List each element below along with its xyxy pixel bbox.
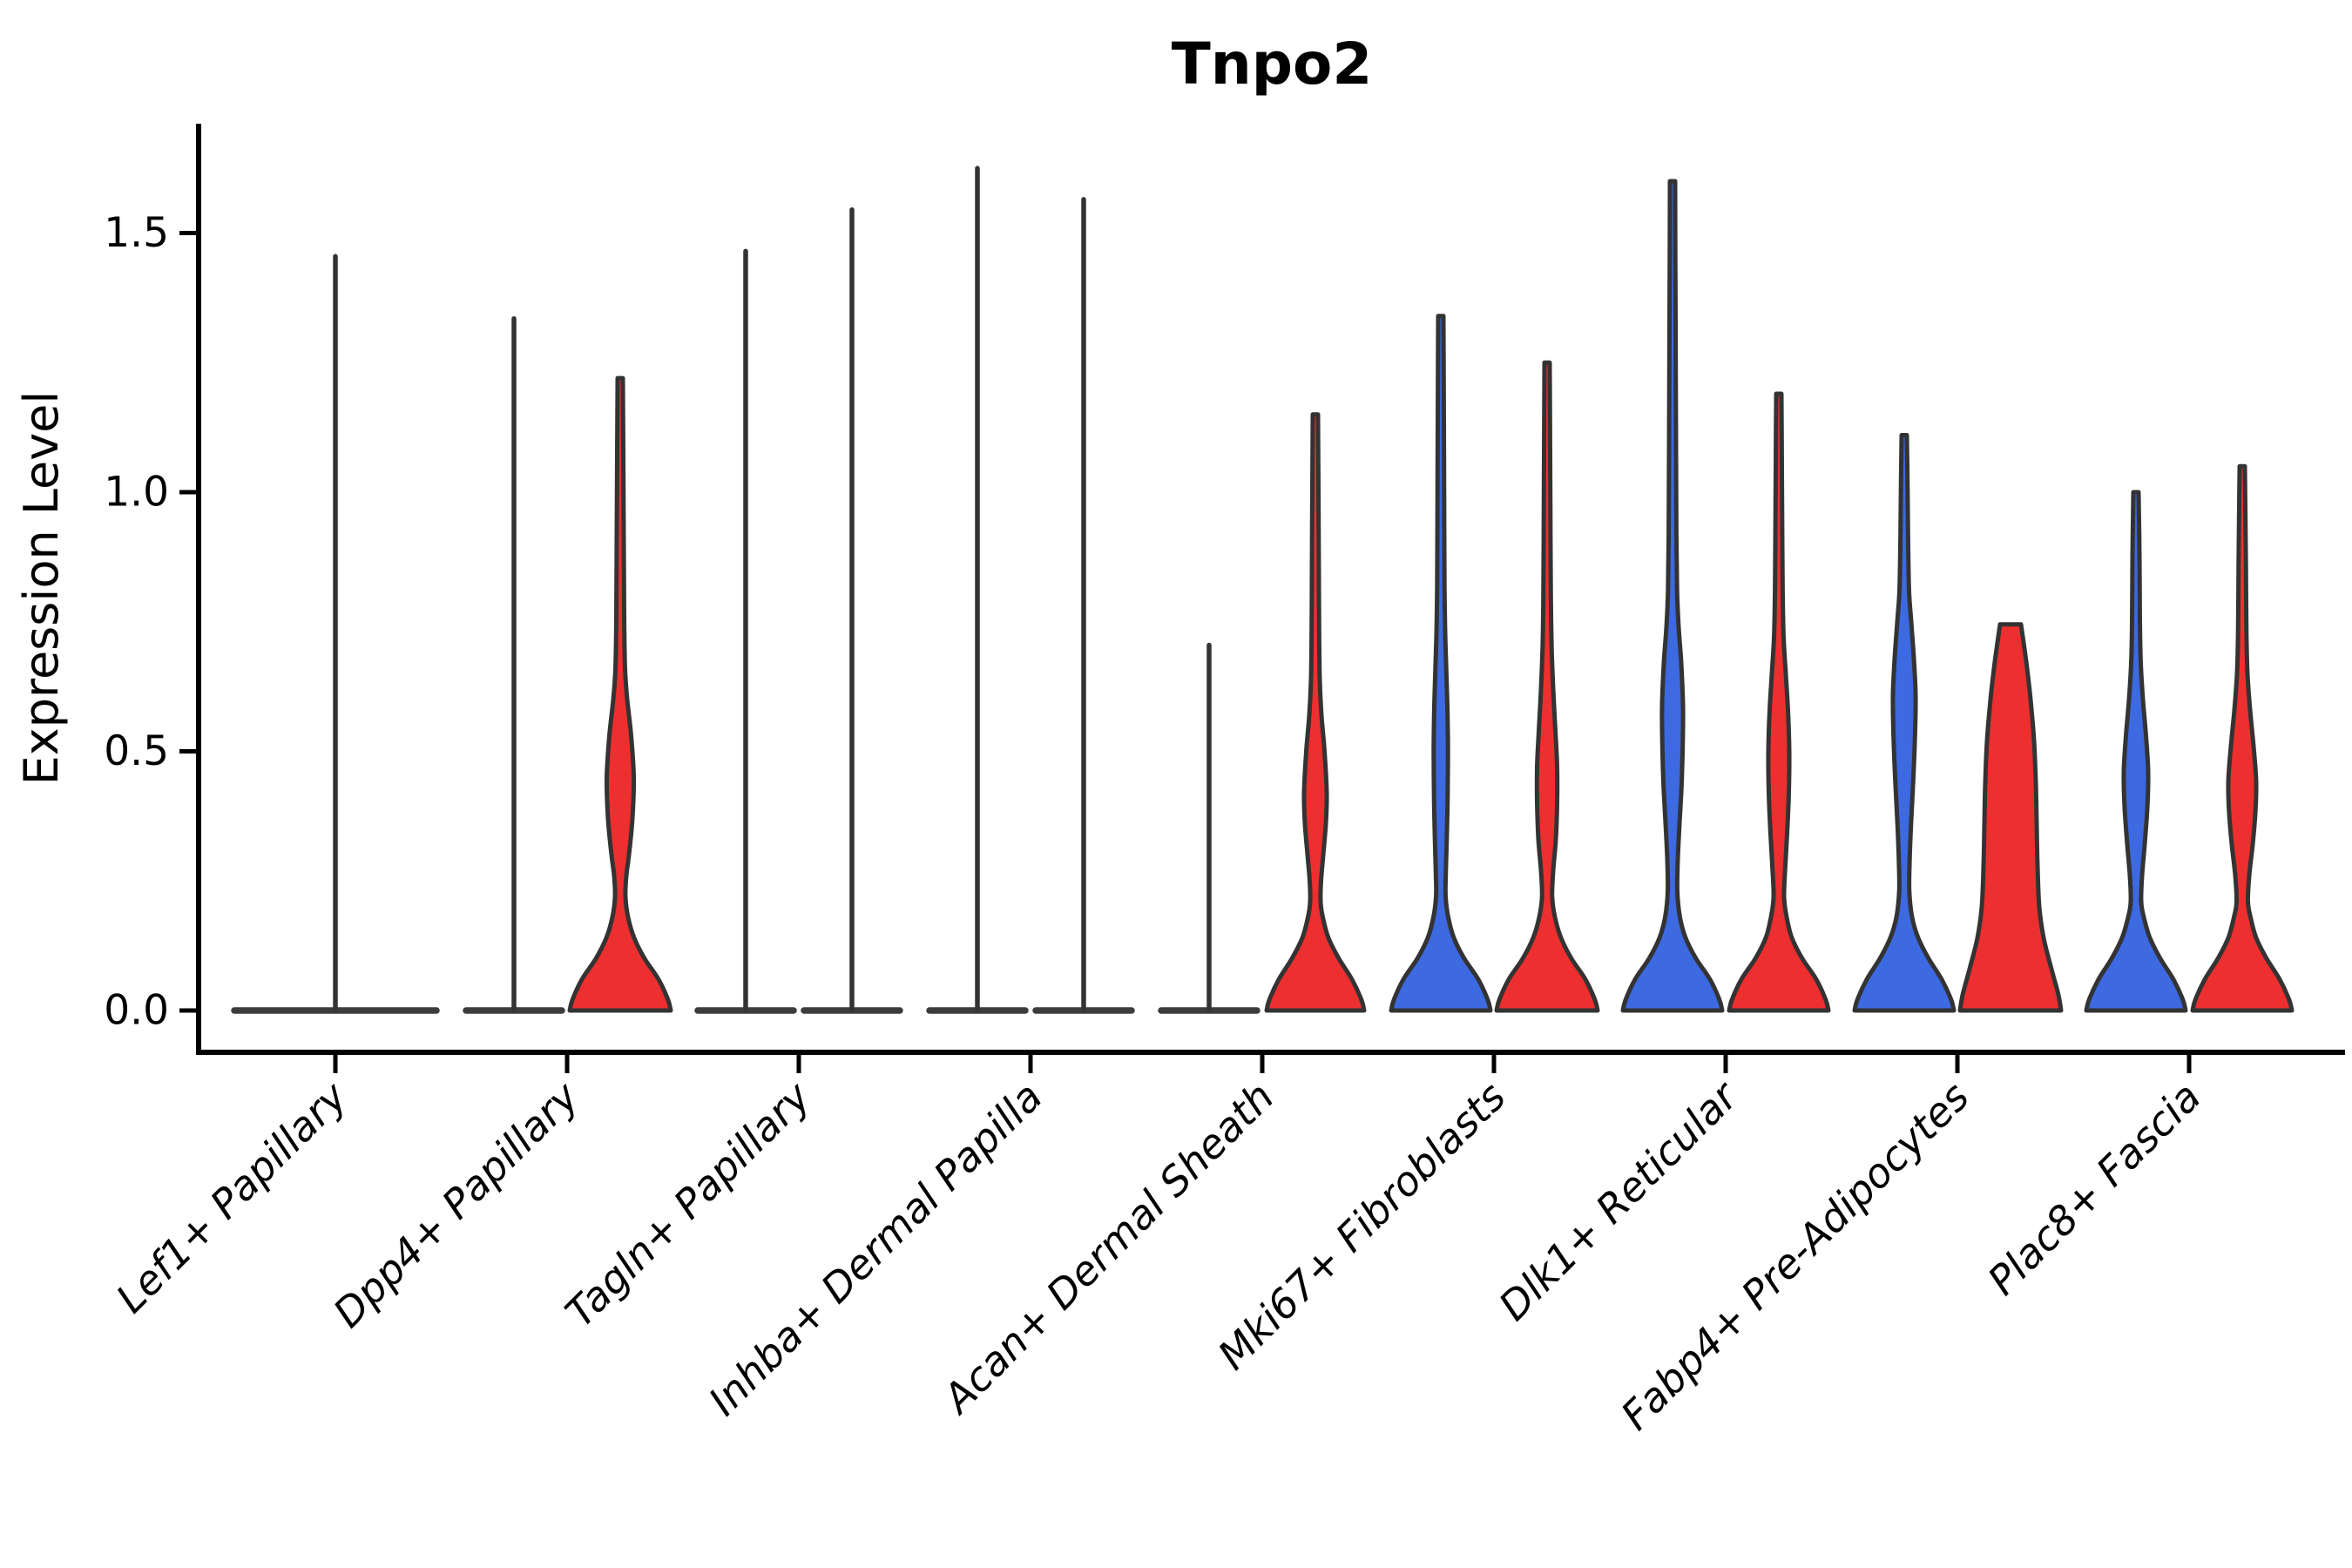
violin [567, 375, 673, 1013]
y-tick-label: 0.0 [104, 987, 169, 1035]
violin [2084, 490, 2188, 1013]
x-category-label: Dpp4+ Papillary [324, 1072, 588, 1336]
violin [1494, 360, 1600, 1013]
y-axis-label: Expression Level [14, 391, 69, 786]
y-tick-label: 0.5 [104, 727, 169, 775]
x-category-label: Dlk1+ Reticular [1490, 1071, 1748, 1329]
y-tick-label: 1.0 [104, 469, 169, 517]
x-category-label: Lef1+ Papillary [107, 1072, 356, 1321]
violin [1389, 314, 1493, 1013]
violin [1957, 622, 2064, 1013]
violin [2190, 463, 2295, 1013]
violin [1264, 412, 1367, 1013]
chart-title: Tnpo2 [1172, 30, 1373, 98]
y-tick-label: 1.5 [104, 209, 169, 257]
violin [1852, 433, 1957, 1013]
x-category-label: Plac8+ Fascia [1978, 1073, 2209, 1304]
violin [1727, 391, 1831, 1013]
x-category-label: Tagln+ Papillary [556, 1072, 820, 1336]
violin [1620, 179, 1725, 1013]
